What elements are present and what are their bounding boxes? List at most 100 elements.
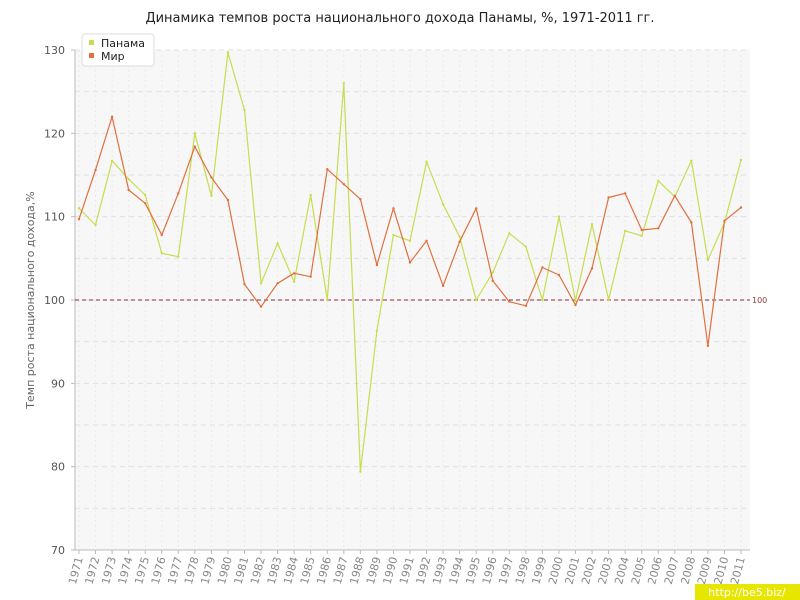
- data-point: [673, 194, 676, 198]
- data-point: [657, 179, 660, 183]
- data-point: [408, 261, 412, 264]
- data-point: [458, 235, 461, 238]
- data-point: [706, 344, 710, 348]
- data-point: [723, 219, 726, 223]
- data-point: [144, 193, 147, 197]
- data-point: [392, 207, 395, 210]
- chart-title: Динамика темпов роста национального дохо…: [145, 11, 654, 26]
- watermark-background: [695, 584, 800, 600]
- data-point: [326, 167, 329, 171]
- data-point: [110, 159, 114, 163]
- data-point: [491, 271, 494, 274]
- data-point: [276, 282, 279, 285]
- watermark-link[interactable]: http://be5.biz/: [708, 586, 786, 599]
- data-point: [94, 168, 97, 172]
- data-point: [640, 234, 643, 238]
- data-point: [557, 215, 561, 218]
- data-point: [475, 298, 478, 302]
- data-point: [144, 202, 147, 205]
- data-point: [524, 245, 528, 248]
- data-point: [375, 263, 379, 267]
- data-point: [77, 207, 81, 210]
- data-point: [243, 282, 246, 286]
- data-point: [475, 207, 478, 210]
- y-tick-label: 100: [44, 294, 65, 307]
- data-point: [690, 159, 693, 163]
- y-tick-label: 110: [44, 211, 65, 224]
- reference-line-label: 100: [752, 296, 767, 305]
- y-tick-label: 120: [44, 127, 65, 140]
- data-point: [94, 223, 97, 227]
- data-point: [640, 228, 643, 232]
- data-point: [309, 193, 312, 197]
- data-point: [441, 284, 445, 288]
- y-axis-ticks: 70 80 90 100 110 120 130: [44, 44, 75, 557]
- data-point: [259, 305, 263, 308]
- data-point: [574, 299, 577, 303]
- data-point: [127, 188, 130, 192]
- series-lines: [77, 51, 743, 473]
- data-point: [623, 229, 627, 233]
- legend-swatch-panama: [89, 40, 94, 45]
- data-point: [657, 227, 660, 230]
- data-point: [326, 298, 329, 302]
- data-point: [226, 51, 230, 54]
- data-point: [607, 196, 610, 199]
- y-tick-label: 80: [51, 461, 65, 474]
- data-point: [690, 221, 693, 224]
- data-point: [441, 202, 445, 206]
- data-point: [276, 242, 279, 245]
- legend-swatch-world: [89, 53, 94, 58]
- data-point: [359, 197, 362, 201]
- y-tick-label: 70: [51, 544, 65, 557]
- data-point: [590, 267, 594, 270]
- data-point: [375, 329, 379, 333]
- y-tick-label: 90: [51, 377, 65, 390]
- data-point: [160, 252, 163, 255]
- legend-label-world: Мир: [101, 50, 125, 63]
- data-point: [392, 233, 395, 237]
- data-point: [160, 233, 163, 237]
- data-point: [557, 273, 561, 277]
- data-point: [574, 303, 577, 307]
- data-point: [127, 177, 130, 181]
- data-point: [226, 198, 230, 202]
- data-point: [508, 300, 511, 303]
- data-point: [193, 145, 197, 148]
- watermark[interactable]: http://be5.biz/: [695, 584, 800, 600]
- data-point: [259, 282, 263, 285]
- data-point: [623, 192, 627, 195]
- data-point: [292, 272, 296, 275]
- data-point: [524, 304, 528, 308]
- data-point: [508, 232, 511, 235]
- data-point: [425, 239, 428, 243]
- data-point: [77, 217, 81, 221]
- data-point: [342, 82, 345, 85]
- data-point: [541, 298, 544, 302]
- data-point: [739, 206, 743, 209]
- data-point: [210, 194, 213, 198]
- data-point: [243, 108, 246, 112]
- data-point: [110, 115, 114, 118]
- legend-box: [81, 33, 155, 67]
- y-axis-label: Темп роста национального дохода,%: [24, 191, 37, 409]
- data-point: [193, 132, 197, 135]
- legend[interactable]: Панама Мир: [81, 33, 155, 67]
- data-point: [342, 182, 345, 186]
- x-axis-ticks: 1971197219731974197519761977197819791980…: [66, 550, 748, 586]
- data-point: [292, 280, 296, 283]
- data-point: [359, 470, 362, 473]
- data-point: [590, 222, 594, 226]
- data-point: [425, 160, 428, 163]
- data-point: [739, 158, 743, 162]
- data-point: [491, 279, 494, 283]
- data-point: [210, 176, 213, 179]
- reference-line: 100: [75, 296, 767, 305]
- data-point: [541, 266, 544, 269]
- data-point: [607, 298, 610, 302]
- data-point: [408, 239, 412, 243]
- legend-label-panama: Панама: [101, 37, 145, 50]
- data-point: [177, 192, 180, 195]
- data-point: [309, 275, 312, 278]
